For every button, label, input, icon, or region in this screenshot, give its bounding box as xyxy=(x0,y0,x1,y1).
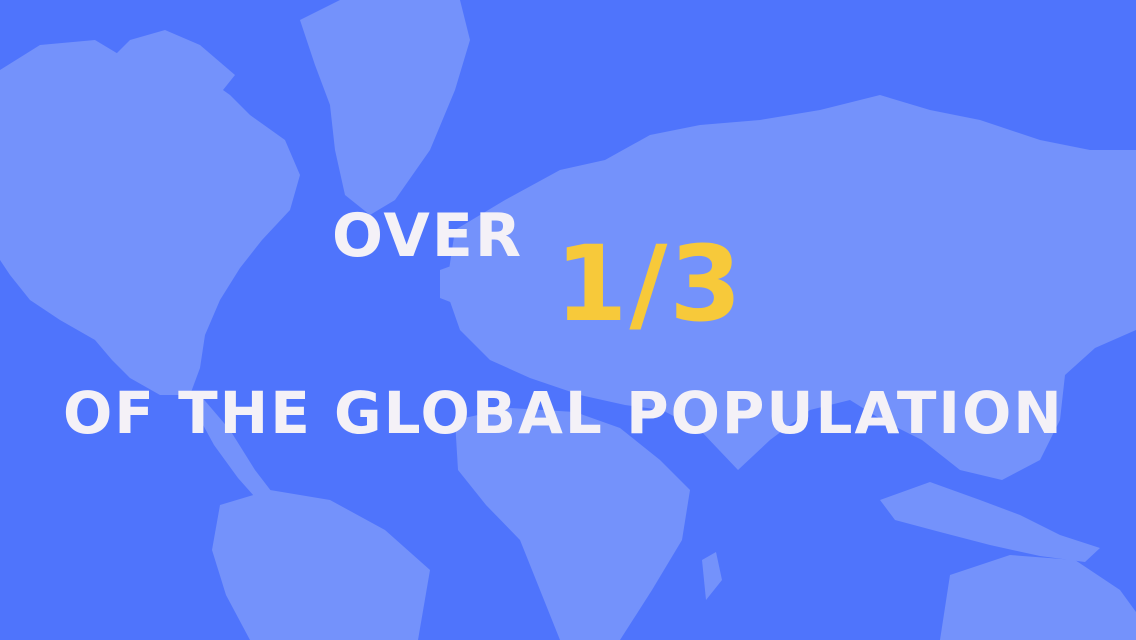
madagascar-shape xyxy=(702,552,722,600)
north-america-shape xyxy=(0,40,300,395)
headline-population-text: OF THE GLOBAL POPULATION xyxy=(63,379,1064,447)
headline-fraction-text: 1/3 xyxy=(555,223,744,345)
australia-shape xyxy=(940,555,1136,640)
southeast-asia-islands-shape xyxy=(880,482,1100,562)
arctic-islands-shape xyxy=(100,30,235,100)
south-america-shape xyxy=(212,490,430,640)
eurasia-shape xyxy=(446,95,1136,480)
japan-shape xyxy=(1062,262,1100,352)
british-isles-shape xyxy=(440,262,470,305)
greenland-shape xyxy=(300,0,470,215)
headline-over-text: OVER xyxy=(332,201,524,271)
africa-shape xyxy=(455,408,690,640)
central-america-shape xyxy=(196,395,278,505)
